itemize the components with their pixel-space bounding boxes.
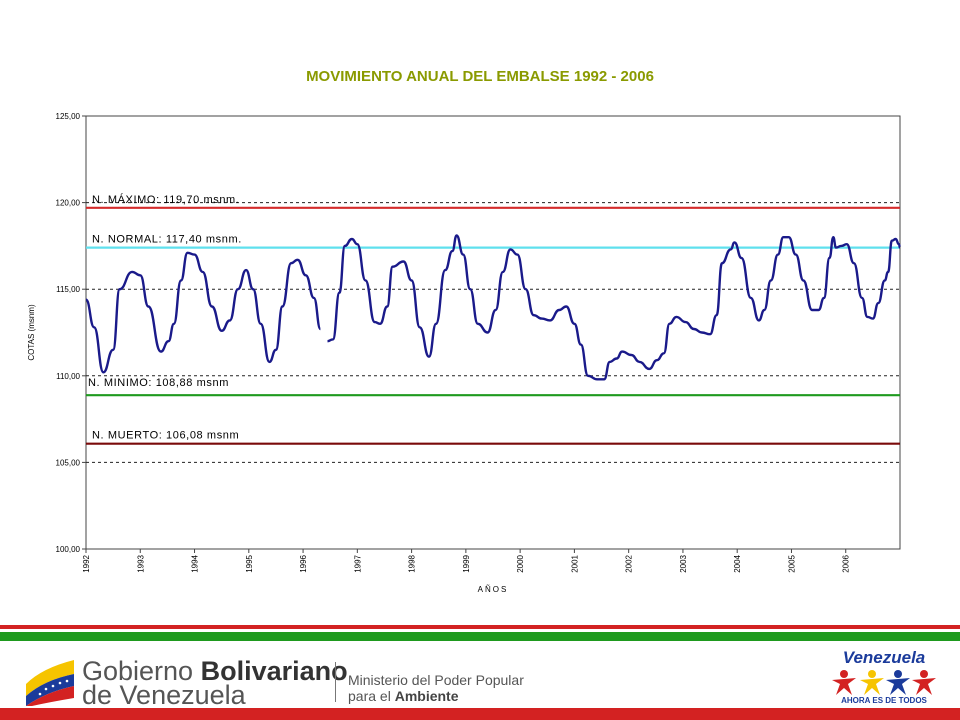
people-figures-icon <box>832 670 936 695</box>
decorative-stripes <box>0 622 960 644</box>
reservoir-level-line <box>84 251 322 374</box>
green-stripe <box>0 632 960 641</box>
x-tick-label: 1992 <box>82 554 91 572</box>
y-axis-label: COTAS (msnm) <box>27 304 36 361</box>
y-tick-label: 115,00 <box>56 285 80 294</box>
reference-line-label: N. NORMAL: 117,40 msnm. <box>92 234 242 246</box>
government-name-line2: de Venezuela <box>82 680 246 710</box>
ministry-name-line2: para el Ambiente <box>348 688 459 704</box>
x-tick-label: 1993 <box>136 554 145 572</box>
reference-line-label: N. MÁXIMO: 119,70 msnm. <box>92 193 239 206</box>
government-flag-logo-icon <box>26 660 74 706</box>
venezuela-wordmark: Venezuela <box>842 648 926 667</box>
x-tick-label: 1996 <box>299 554 308 572</box>
x-tick-label: 1998 <box>408 554 417 572</box>
reference-line-label: N. MINIMO: 108,88 msnm <box>88 377 229 389</box>
x-tick-label: 2006 <box>842 554 851 572</box>
x-axis-label: AÑOS <box>478 585 509 594</box>
x-tick-label: 2001 <box>570 554 579 572</box>
government-name-line1: Gobierno Bolivariano <box>82 656 348 686</box>
y-tick-label: 105,00 <box>56 458 81 467</box>
x-tick-label: 1995 <box>245 554 254 572</box>
reservoir-level-line <box>327 234 902 381</box>
venezuela-logo: Venezuela AHORA ES DE TODOS <box>824 648 944 712</box>
bottom-red-bar <box>0 708 960 720</box>
x-tick-label: 2004 <box>733 554 742 572</box>
x-tick-label: 2000 <box>516 554 525 572</box>
x-tick-label: 2005 <box>787 554 796 572</box>
y-tick-label: 125,00 <box>56 112 81 121</box>
ministry-name-line1: Ministerio del Poder Popular <box>348 672 524 688</box>
red-stripe <box>0 625 960 629</box>
reference-line-label: N. MUERTO: 106,08 msnm <box>92 430 239 442</box>
reservoir-level-chart: 100,00 105,00 110,00 115,00 120,00 125,00 1992… <box>27 112 902 594</box>
x-tick-label: 1994 <box>191 554 200 572</box>
x-tick-label: 1997 <box>353 554 362 572</box>
x-tick-label: 1999 <box>462 554 471 572</box>
x-tick-label: 2003 <box>679 554 688 572</box>
y-tick-label: 100,00 <box>56 545 81 554</box>
y-tick-label: 120,00 <box>56 199 81 208</box>
plot-area <box>85 115 901 550</box>
y-tick-label: 110,00 <box>56 372 80 381</box>
footer: Gobierno Bolivariano de Venezuela Minist… <box>0 644 960 720</box>
footer-divider <box>335 662 336 702</box>
chart-title: MOVIMIENTO ANUAL DEL EMBALSE 1992 - 2006 <box>306 68 654 85</box>
venezuela-slogan: AHORA ES DE TODOS <box>841 696 927 705</box>
x-tick-label: 2002 <box>625 554 634 572</box>
